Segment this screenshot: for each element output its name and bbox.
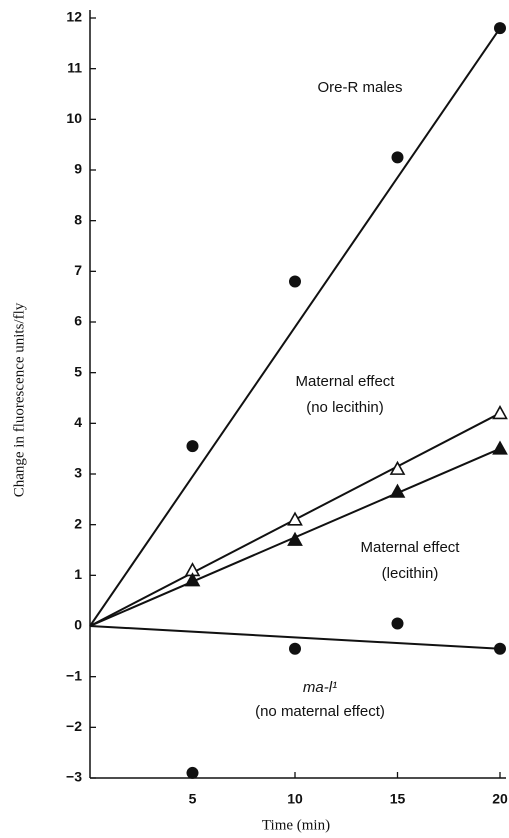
point <box>289 275 301 288</box>
y-tick-label: 1 <box>74 566 82 582</box>
y-tick-label: 6 <box>74 313 82 329</box>
y-tick-label: 4 <box>74 414 82 430</box>
point <box>186 766 199 779</box>
y-tick-label: −1 <box>66 667 82 683</box>
y-axis-label: Change in fluorescence units/fly <box>11 302 27 497</box>
series-label: Maternal effect <box>361 539 461 556</box>
y-tick-label: −3 <box>66 769 82 785</box>
series-label: ma-l¹ <box>303 679 337 696</box>
x-tick-label: 5 <box>189 791 197 807</box>
y-tick-label: 8 <box>74 211 82 227</box>
y-tick-label: 3 <box>74 465 82 481</box>
x-tick-label: 10 <box>287 791 303 807</box>
fit-line <box>89 625 501 650</box>
point <box>391 617 404 630</box>
point <box>389 460 406 475</box>
y-tick-label: 12 <box>66 9 82 25</box>
y-tick-label: 2 <box>74 515 82 531</box>
y-tick-label: 9 <box>74 161 82 177</box>
series-note: (lecithin) <box>382 565 439 582</box>
y-tick-label: 10 <box>66 110 82 126</box>
series-note: (no maternal effect) <box>255 703 385 720</box>
y-tick-label: −2 <box>66 718 82 734</box>
series-note: (no lecithin) <box>306 399 384 416</box>
point <box>289 642 301 655</box>
series-label: Maternal effect <box>296 373 396 390</box>
point <box>494 22 506 35</box>
point <box>287 531 303 546</box>
point <box>492 405 508 420</box>
point <box>492 440 508 455</box>
fit-line <box>89 27 501 627</box>
y-tick-label: 5 <box>74 363 82 379</box>
x-tick-label: 15 <box>390 791 406 807</box>
x-axis-label: Time (min) <box>262 817 330 833</box>
point <box>391 151 404 164</box>
point <box>184 572 201 587</box>
point <box>389 483 406 498</box>
point <box>287 511 303 526</box>
x-tick-label: 20 <box>492 791 508 807</box>
y-tick-label: 0 <box>74 617 82 633</box>
y-tick-label: 7 <box>74 262 82 278</box>
point <box>186 440 199 453</box>
series-label: Ore-R males <box>317 79 402 96</box>
y-tick-label: 11 <box>67 59 82 75</box>
point <box>494 642 506 655</box>
